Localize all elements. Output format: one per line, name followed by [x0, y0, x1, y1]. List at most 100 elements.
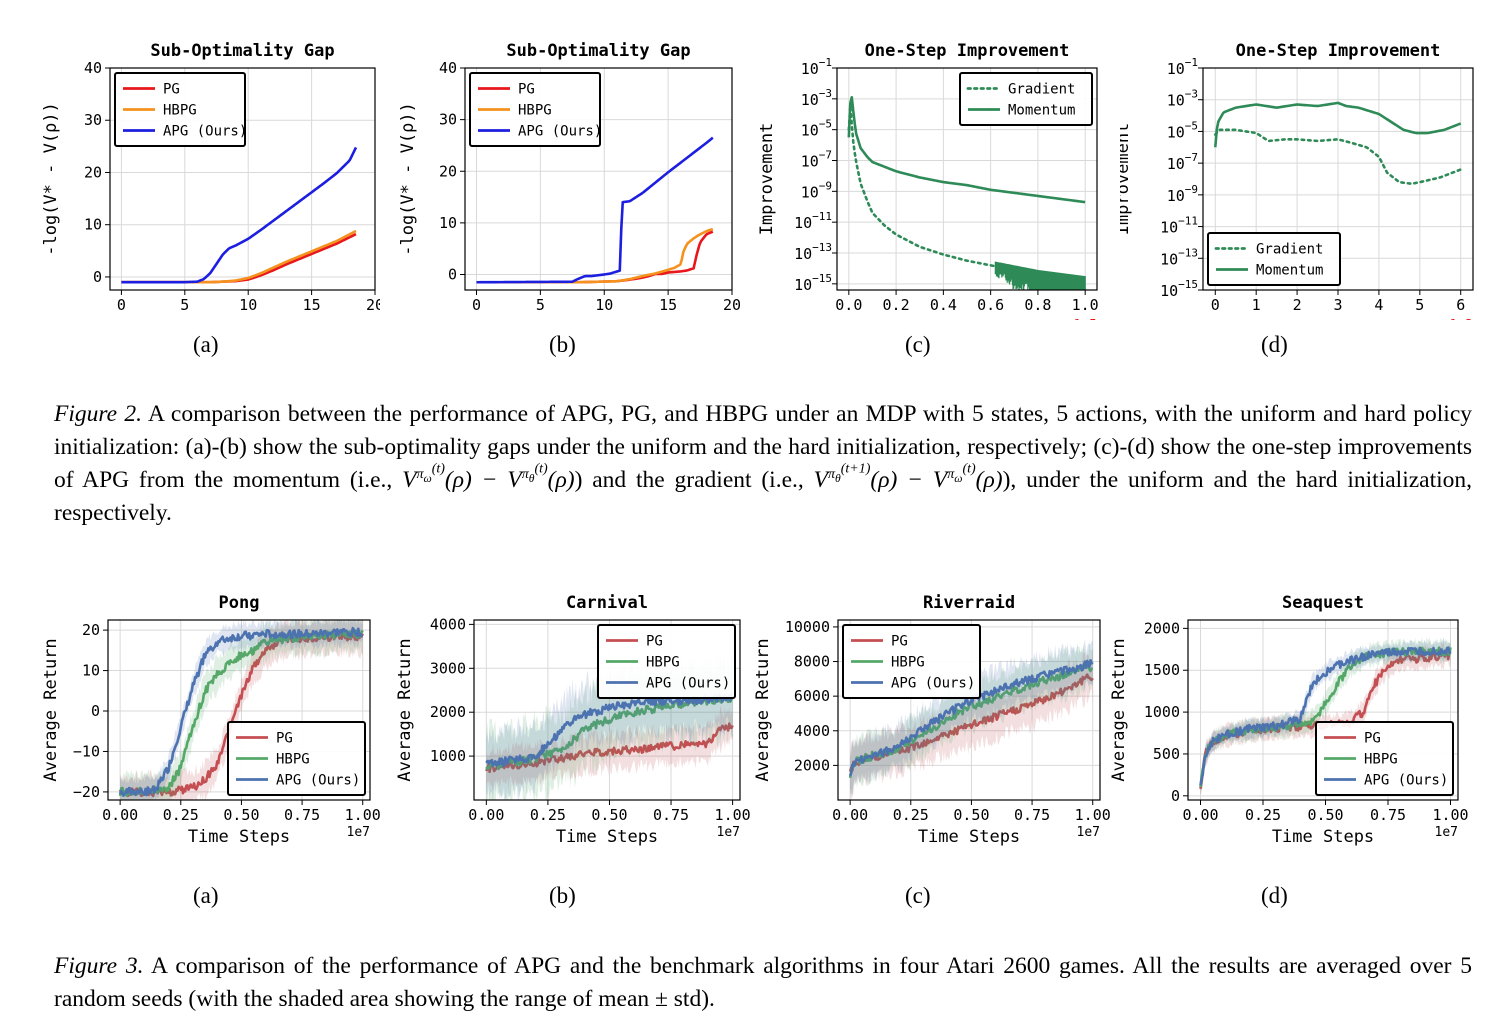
- x-axis-label: Time Steps: [556, 827, 658, 847]
- y-tick-exponent: −11: [812, 210, 832, 223]
- fig2-math-gradient: Vπθ(t+1)(ρ) − Vπω(t)(ρ): [813, 461, 1003, 493]
- fig2-sublabel-b: (b): [549, 332, 576, 357]
- y-tick-label: 10−1: [1167, 56, 1198, 78]
- y-tick-label: −20: [73, 783, 100, 801]
- apg-ours-series: [1199, 646, 1452, 786]
- x-tick-label: 0.00: [832, 806, 868, 824]
- fig2-chart-a: 0 5 10 15 20 0 10 20 30 40 Sub-Optimality Gap log(T…: [41, 41, 380, 320]
- x-offset-label: 1e7: [1435, 825, 1458, 840]
- legend: PG HBPG APG (Ours): [597, 624, 736, 699]
- fig3-chart-seaquest: 0.00 0.25 0.50 0.75 1.00 0 500 1000 1500 2000 Seaq…: [1110, 593, 1469, 847]
- plot-frame: [836, 67, 1098, 291]
- x-tick-label: 0.00: [102, 806, 138, 824]
- legend-entry: Gradient: [1008, 82, 1075, 98]
- y-tick-base: 10: [801, 91, 819, 109]
- y-tick-label: 10−15: [1160, 278, 1198, 300]
- x-axis-label: Time Steps: [1272, 827, 1374, 847]
- y-tick-label: 4000: [794, 722, 830, 740]
- x-tick-label: 2: [1293, 296, 1302, 314]
- plot-frame: [464, 67, 733, 291]
- legend: PG HBPG APG (Ours): [1315, 721, 1454, 796]
- y-tick-base: 10: [1167, 92, 1185, 110]
- legend-box: [597, 624, 736, 699]
- legend-entry: HBPG: [518, 103, 552, 119]
- legend-box: [1315, 721, 1454, 796]
- legend-entry: Momentum: [1256, 263, 1323, 279]
- legend-box: [469, 72, 601, 147]
- apg-ours-series: [121, 146, 358, 284]
- x-tick-label: 0.2: [883, 296, 910, 314]
- legend-entry: HBPG: [276, 752, 310, 768]
- x-tick-label: 0.75: [284, 806, 320, 824]
- hbpg-series-band: [120, 620, 363, 800]
- fig2-caption-label: Figure 2.: [54, 401, 142, 427]
- y-tick-base: 10: [1160, 219, 1178, 237]
- y-tick-label: 10−15: [794, 272, 832, 294]
- fig2-chart-c: 0.0 0.2 0.4 0.6 0.8 1.010−1510−1310−1110−910−…: [757, 41, 1099, 320]
- y-tick-label: 0: [448, 266, 457, 284]
- chart-title: Pong: [219, 593, 260, 613]
- y-axis-label: Average Return: [1110, 638, 1129, 781]
- x-tick-label: 0.0: [835, 296, 862, 314]
- y-tick-label: 10−13: [794, 241, 832, 263]
- y-tick-label: 10−5: [1167, 119, 1198, 141]
- chart-title: One-Step Improvement: [865, 41, 1070, 61]
- x-tick-label: 0.25: [530, 806, 566, 824]
- legend: PG HBPG APG (Ours): [227, 721, 366, 796]
- apg-ours-series-band: [120, 620, 363, 800]
- y-tick-base: 10: [1160, 282, 1178, 300]
- x-tick-label: 0.6: [977, 296, 1004, 314]
- legend-box: [959, 72, 1093, 126]
- hbpg-series: [121, 229, 357, 284]
- y-tick-label: 20: [84, 163, 102, 181]
- y-axis-label: -log(V* - V(ρ)): [41, 102, 61, 256]
- plot-area: [1213, 101, 1463, 186]
- apg-ours-series: [118, 626, 363, 797]
- legend-entry: PG: [1364, 731, 1381, 747]
- x-tick-label: 0.75: [653, 806, 689, 824]
- legend-entry: PG: [891, 634, 908, 650]
- fig3-caption: Figure 3. A comparison of the performanc…: [54, 950, 1472, 1016]
- fig3-sublabel-a: (a): [193, 883, 219, 908]
- chart-title: Carnival: [566, 593, 648, 613]
- y-tick-base: 10: [801, 153, 819, 171]
- x-tick-label: 6: [1456, 296, 1465, 314]
- fig3-chart-pong: 0.00 0.25 0.50 0.75 1.00 −20 −10 0 10 20 Pong Time …: [41, 593, 381, 847]
- plot-area: [118, 620, 364, 800]
- plot-frame: [107, 619, 371, 801]
- x-tick-label: 3: [1333, 296, 1342, 314]
- plot-frame: [109, 67, 376, 291]
- plot-area: [476, 136, 714, 284]
- x-tick-label: 1.00: [715, 806, 751, 824]
- y-tick-exponent: −5: [1185, 119, 1198, 132]
- chart-title: One-Step Improvement: [1236, 41, 1441, 61]
- y-tick-label: 4000: [430, 615, 466, 633]
- x-axis-label: Time Steps: [916, 319, 1018, 320]
- x-tick-label: 0.25: [893, 806, 929, 824]
- plot-frame: [837, 619, 1101, 801]
- chart-title: Seaquest: [1282, 593, 1364, 613]
- legend-entry: Gradient: [1256, 242, 1323, 258]
- chart-title: Riverraid: [923, 593, 1015, 613]
- y-tick-exponent: −11: [1178, 215, 1198, 228]
- x-tick-label: 0.00: [468, 806, 504, 824]
- y-tick-label: 20: [82, 621, 100, 639]
- y-tick-label: 1500: [1144, 661, 1180, 679]
- y-tick-base: 10: [1167, 123, 1185, 141]
- pg-series-band: [1200, 641, 1451, 796]
- apg-ours-series: [485, 693, 734, 768]
- x-offset-label: 1e7: [347, 825, 370, 840]
- y-tick-label: 10−9: [801, 179, 832, 201]
- momentum-series: [847, 95, 1086, 204]
- x-offset-label: 1e7: [1077, 825, 1100, 840]
- x-tick-label: 15: [659, 296, 677, 314]
- x-tick-label: 0.50: [953, 806, 989, 824]
- x-tick-label: 1.00: [345, 806, 381, 824]
- x-tick-label: 5: [180, 296, 189, 314]
- x-offset-label: 1e3: [1450, 318, 1473, 320]
- y-tick-base: 10: [1167, 60, 1185, 78]
- y-tick-exponent: −1: [1185, 56, 1198, 69]
- fig2-caption-part2: ) and the gradient (i.e.,: [574, 467, 804, 493]
- x-axis-label: Time Steps: [918, 827, 1020, 847]
- legend-entry: Momentum: [1008, 103, 1075, 119]
